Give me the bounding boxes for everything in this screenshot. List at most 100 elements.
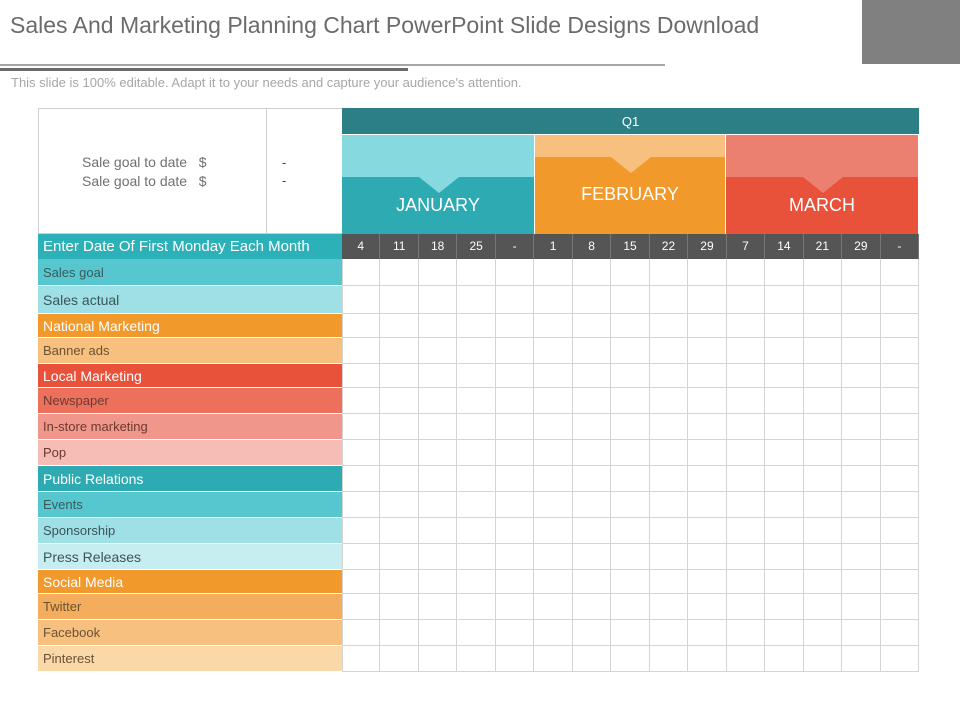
grid-cell[interactable] [649, 570, 689, 594]
grid-cell[interactable] [842, 364, 881, 388]
grid-cell[interactable] [803, 364, 843, 388]
grid-cell[interactable] [611, 594, 650, 620]
grid-cell[interactable] [572, 364, 612, 388]
grid-cell[interactable] [726, 314, 766, 338]
grid-cell[interactable] [803, 594, 843, 620]
grid-cell[interactable] [534, 364, 573, 388]
grid-cell[interactable] [342, 594, 381, 620]
grid-cell[interactable] [842, 646, 881, 672]
grid-cell[interactable] [688, 338, 727, 364]
grid-cell[interactable] [342, 492, 381, 518]
grid-cell[interactable] [495, 570, 535, 594]
grid-cell[interactable] [611, 492, 650, 518]
grid-cell[interactable] [495, 364, 535, 388]
grid-cell[interactable] [572, 338, 612, 364]
grid-cell[interactable] [380, 388, 419, 414]
grid-cell[interactable] [418, 570, 458, 594]
grid-cell[interactable] [765, 570, 804, 594]
grid-cell[interactable] [765, 594, 804, 620]
grid-cell[interactable] [342, 620, 381, 646]
grid-cell[interactable] [495, 259, 535, 286]
grid-cell[interactable] [380, 414, 419, 440]
grid-cell[interactable] [457, 259, 496, 286]
grid-cell[interactable] [418, 259, 458, 286]
grid-cell[interactable] [495, 388, 535, 414]
grid-cell[interactable] [611, 518, 650, 544]
grid-cell[interactable] [726, 259, 766, 286]
grid-cell[interactable] [649, 440, 689, 466]
grid-cell[interactable] [688, 286, 727, 314]
grid-cell[interactable] [495, 544, 535, 570]
grid-cell[interactable] [611, 314, 650, 338]
grid-cell[interactable] [495, 620, 535, 646]
grid-cell[interactable] [803, 314, 843, 338]
grid-cell[interactable] [380, 259, 419, 286]
grid-cell[interactable] [880, 466, 920, 492]
grid-cell[interactable] [688, 388, 727, 414]
grid-cell[interactable] [803, 544, 843, 570]
grid-cell[interactable] [688, 466, 727, 492]
grid-cell[interactable] [842, 286, 881, 314]
grid-cell[interactable] [457, 440, 496, 466]
grid-cell[interactable] [880, 414, 920, 440]
grid-cell[interactable] [765, 414, 804, 440]
grid-cell[interactable] [726, 364, 766, 388]
grid-cell[interactable] [457, 492, 496, 518]
grid-cell[interactable] [611, 440, 650, 466]
grid-cell[interactable] [842, 594, 881, 620]
grid-cell[interactable] [495, 466, 535, 492]
grid-cell[interactable] [803, 570, 843, 594]
grid-cell[interactable] [726, 286, 766, 314]
grid-cell[interactable] [572, 414, 612, 440]
grid-cell[interactable] [880, 286, 920, 314]
grid-cell[interactable] [495, 646, 535, 672]
grid-cell[interactable] [457, 544, 496, 570]
grid-cell[interactable] [495, 414, 535, 440]
grid-cell[interactable] [726, 338, 766, 364]
grid-cell[interactable] [418, 466, 458, 492]
grid-cell[interactable] [842, 492, 881, 518]
grid-cell[interactable] [765, 440, 804, 466]
grid-cell[interactable] [534, 440, 573, 466]
grid-cell[interactable] [380, 466, 419, 492]
grid-cell[interactable] [649, 620, 689, 646]
grid-cell[interactable] [380, 286, 419, 314]
grid-cell[interactable] [342, 364, 381, 388]
grid-cell[interactable] [842, 259, 881, 286]
grid-cell[interactable] [880, 492, 920, 518]
grid-cell[interactable] [572, 388, 612, 414]
grid-cell[interactable] [495, 314, 535, 338]
grid-cell[interactable] [572, 620, 612, 646]
grid-cell[interactable] [803, 388, 843, 414]
grid-cell[interactable] [534, 314, 573, 338]
grid-cell[interactable] [611, 620, 650, 646]
grid-cell[interactable] [572, 492, 612, 518]
grid-cell[interactable] [688, 314, 727, 338]
grid-cell[interactable] [342, 259, 381, 286]
grid-cell[interactable] [880, 338, 920, 364]
grid-cell[interactable] [457, 518, 496, 544]
grid-cell[interactable] [418, 286, 458, 314]
grid-cell[interactable] [380, 338, 419, 364]
grid-cell[interactable] [688, 646, 727, 672]
grid-cell[interactable] [611, 646, 650, 672]
grid-cell[interactable] [457, 620, 496, 646]
grid-cell[interactable] [649, 314, 689, 338]
grid-cell[interactable] [726, 414, 766, 440]
grid-cell[interactable] [765, 314, 804, 338]
grid-cell[interactable] [534, 544, 573, 570]
grid-cell[interactable] [803, 338, 843, 364]
grid-cell[interactable] [572, 594, 612, 620]
grid-cell[interactable] [495, 286, 535, 314]
grid-cell[interactable] [649, 594, 689, 620]
grid-cell[interactable] [418, 518, 458, 544]
grid-cell[interactable] [765, 492, 804, 518]
grid-cell[interactable] [803, 259, 843, 286]
grid-cell[interactable] [649, 338, 689, 364]
grid-cell[interactable] [342, 466, 381, 492]
grid-cell[interactable] [842, 518, 881, 544]
grid-cell[interactable] [534, 492, 573, 518]
grid-cell[interactable] [457, 338, 496, 364]
grid-cell[interactable] [649, 259, 689, 286]
grid-cell[interactable] [572, 544, 612, 570]
